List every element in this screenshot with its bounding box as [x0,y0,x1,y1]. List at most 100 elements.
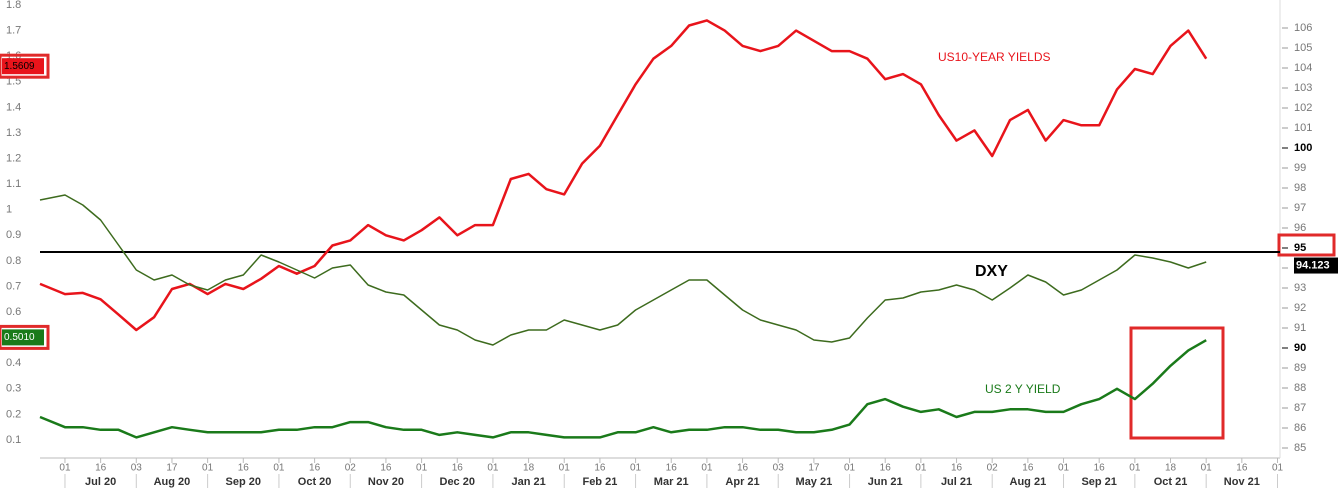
y-tick-label: 1.3 [6,127,21,139]
last-value-tag [1294,257,1338,274]
x-tick-label: 16 [380,463,392,474]
x-tick-label: 01 [1129,463,1141,474]
month-label: Dec 20 [440,476,475,488]
series-line [39,19,1208,332]
x-tick-label: 01 [844,463,856,474]
x-tick-label: 16 [1022,463,1034,474]
x-tick-label: 16 [594,463,606,474]
x-tick-label: 01 [1272,463,1284,474]
last-value-outline [0,53,50,79]
month-label: Jul 21 [941,476,972,488]
last-value-outline [0,324,50,350]
x-tick-label: 01 [915,463,927,474]
y2-tick-label: 97 [1294,202,1306,214]
series-label: DXY [975,263,1008,280]
x-tick-label: 18 [1165,463,1177,474]
last-value-label: 1.5609 [4,61,35,72]
last-value-label: 94.123 [1296,259,1330,271]
y2-tick-label: 106 [1294,22,1312,34]
y2-tick-label: 90 [1294,342,1306,354]
y2-tick-label: 96 [1294,222,1306,234]
y2-tick-label: 104 [1294,62,1312,74]
x-tick-label: 16 [95,463,107,474]
y-tick-label: 0.3 [6,383,21,395]
x-tick-label: 02 [987,463,999,474]
y-tick-label: 1.2 [6,152,21,164]
y-tick-label: 1 [6,204,12,216]
x-tick-label: 16 [452,463,464,474]
y-tick-label: 1.7 [6,24,21,36]
month-label: Jul 20 [85,476,116,488]
x-tick-label: 03 [131,463,143,474]
last-value-label: 0.5010 [4,332,35,343]
x-tick-label: 01 [559,463,571,474]
month-label: Aug 20 [154,476,191,488]
month-label: Mar 21 [654,476,689,488]
x-tick-label: 01 [630,463,642,474]
y-tick-label: 1.4 [6,101,21,113]
month-label: Nov 20 [368,476,404,488]
x-tick-label: 01 [1058,463,1070,474]
y2-tick-label: 88 [1294,382,1306,394]
last-value-tag [2,329,44,346]
y-tick-label: 0.1 [6,434,21,446]
month-label: Aug 21 [1010,476,1047,488]
y2-tick-label: 85 [1294,442,1306,454]
month-label: Apr 21 [725,476,759,488]
y2-tick-label: 105 [1294,42,1312,54]
y-tick-label: 0.6 [6,306,21,318]
x-tick-label: 17 [808,463,820,474]
month-label: Sep 21 [1081,476,1116,488]
x-tick-label: 16 [1094,463,1106,474]
highlight-box [1129,326,1225,440]
y-tick-label: 1.1 [6,178,21,190]
x-tick-label: 16 [1236,463,1248,474]
highlight-tag [1277,233,1336,257]
x-tick-label: 01 [487,463,499,474]
month-label: Sep 20 [226,476,261,488]
y-tick-label: 0.4 [6,357,21,369]
month-label: Nov 21 [1224,476,1260,488]
y2-tick-label: 87 [1294,402,1306,414]
x-tick-label: 16 [666,463,678,474]
month-label: Oct 20 [298,476,332,488]
x-tick-label: 16 [880,463,892,474]
y2-tick-label: 93 [1294,282,1306,294]
x-tick-label: 17 [166,463,178,474]
y-tick-label: 0.2 [6,408,21,420]
series-label: US 2 Y YIELD [985,382,1061,396]
y2-tick-label: 103 [1294,82,1312,94]
y2-tick-label: 98 [1294,182,1306,194]
month-label: May 21 [796,476,833,488]
x-tick-label: 01 [202,463,214,474]
x-tick-label: 01 [1201,463,1213,474]
y2-tick-label: 92 [1294,302,1306,314]
y-tick-label: 0.7 [6,280,21,292]
month-label: Feb 21 [582,476,617,488]
series-line [39,194,1207,346]
y2-tick-label: 86 [1294,422,1306,434]
series-label: US10-YEAR YIELDS [938,50,1051,64]
month-label: Oct 21 [1154,476,1188,488]
x-tick-label: 03 [773,463,785,474]
y2-tick-label: 89 [1294,362,1306,374]
x-tick-label: 02 [345,463,357,474]
x-tick-label: 01 [273,463,285,474]
y2-tick-label: 95 [1294,242,1306,254]
y2-tick-label: 102 [1294,102,1312,114]
month-label: Jun 21 [868,476,903,488]
y-tick-label: 0.9 [6,229,21,241]
y-tick-label: 0.8 [6,255,21,267]
x-tick-label: 01 [59,463,71,474]
x-tick-label: 16 [951,463,963,474]
x-tick-label: 01 [701,463,713,474]
x-tick-label: 16 [238,463,250,474]
series-line [39,339,1207,439]
x-tick-label: 16 [737,463,749,474]
month-label: Jan 21 [511,476,545,488]
y-tick-label: 1.8 [6,0,21,11]
y2-tick-label: 100 [1294,142,1312,154]
y2-tick-label: 99 [1294,162,1306,174]
